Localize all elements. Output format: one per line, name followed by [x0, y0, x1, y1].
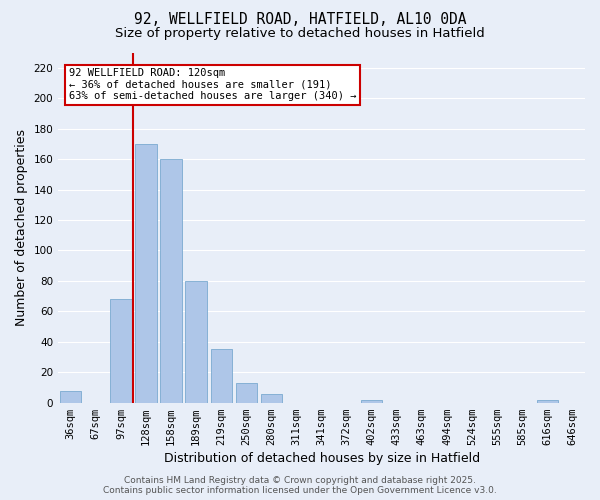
- Text: Contains HM Land Registry data © Crown copyright and database right 2025.
Contai: Contains HM Land Registry data © Crown c…: [103, 476, 497, 495]
- Bar: [236, 383, 257, 402]
- Text: 92 WELLFIELD ROAD: 120sqm
← 36% of detached houses are smaller (191)
63% of semi: 92 WELLFIELD ROAD: 120sqm ← 36% of detac…: [69, 68, 356, 102]
- Bar: [261, 394, 282, 402]
- Bar: [185, 281, 207, 402]
- Bar: [160, 159, 182, 402]
- Bar: [110, 299, 131, 403]
- Text: Size of property relative to detached houses in Hatfield: Size of property relative to detached ho…: [115, 28, 485, 40]
- Text: 92, WELLFIELD ROAD, HATFIELD, AL10 0DA: 92, WELLFIELD ROAD, HATFIELD, AL10 0DA: [134, 12, 466, 28]
- Bar: [136, 144, 157, 403]
- Bar: [361, 400, 382, 402]
- Bar: [60, 390, 82, 402]
- X-axis label: Distribution of detached houses by size in Hatfield: Distribution of detached houses by size …: [164, 452, 479, 465]
- Bar: [211, 350, 232, 403]
- Y-axis label: Number of detached properties: Number of detached properties: [15, 129, 28, 326]
- Bar: [537, 400, 558, 402]
